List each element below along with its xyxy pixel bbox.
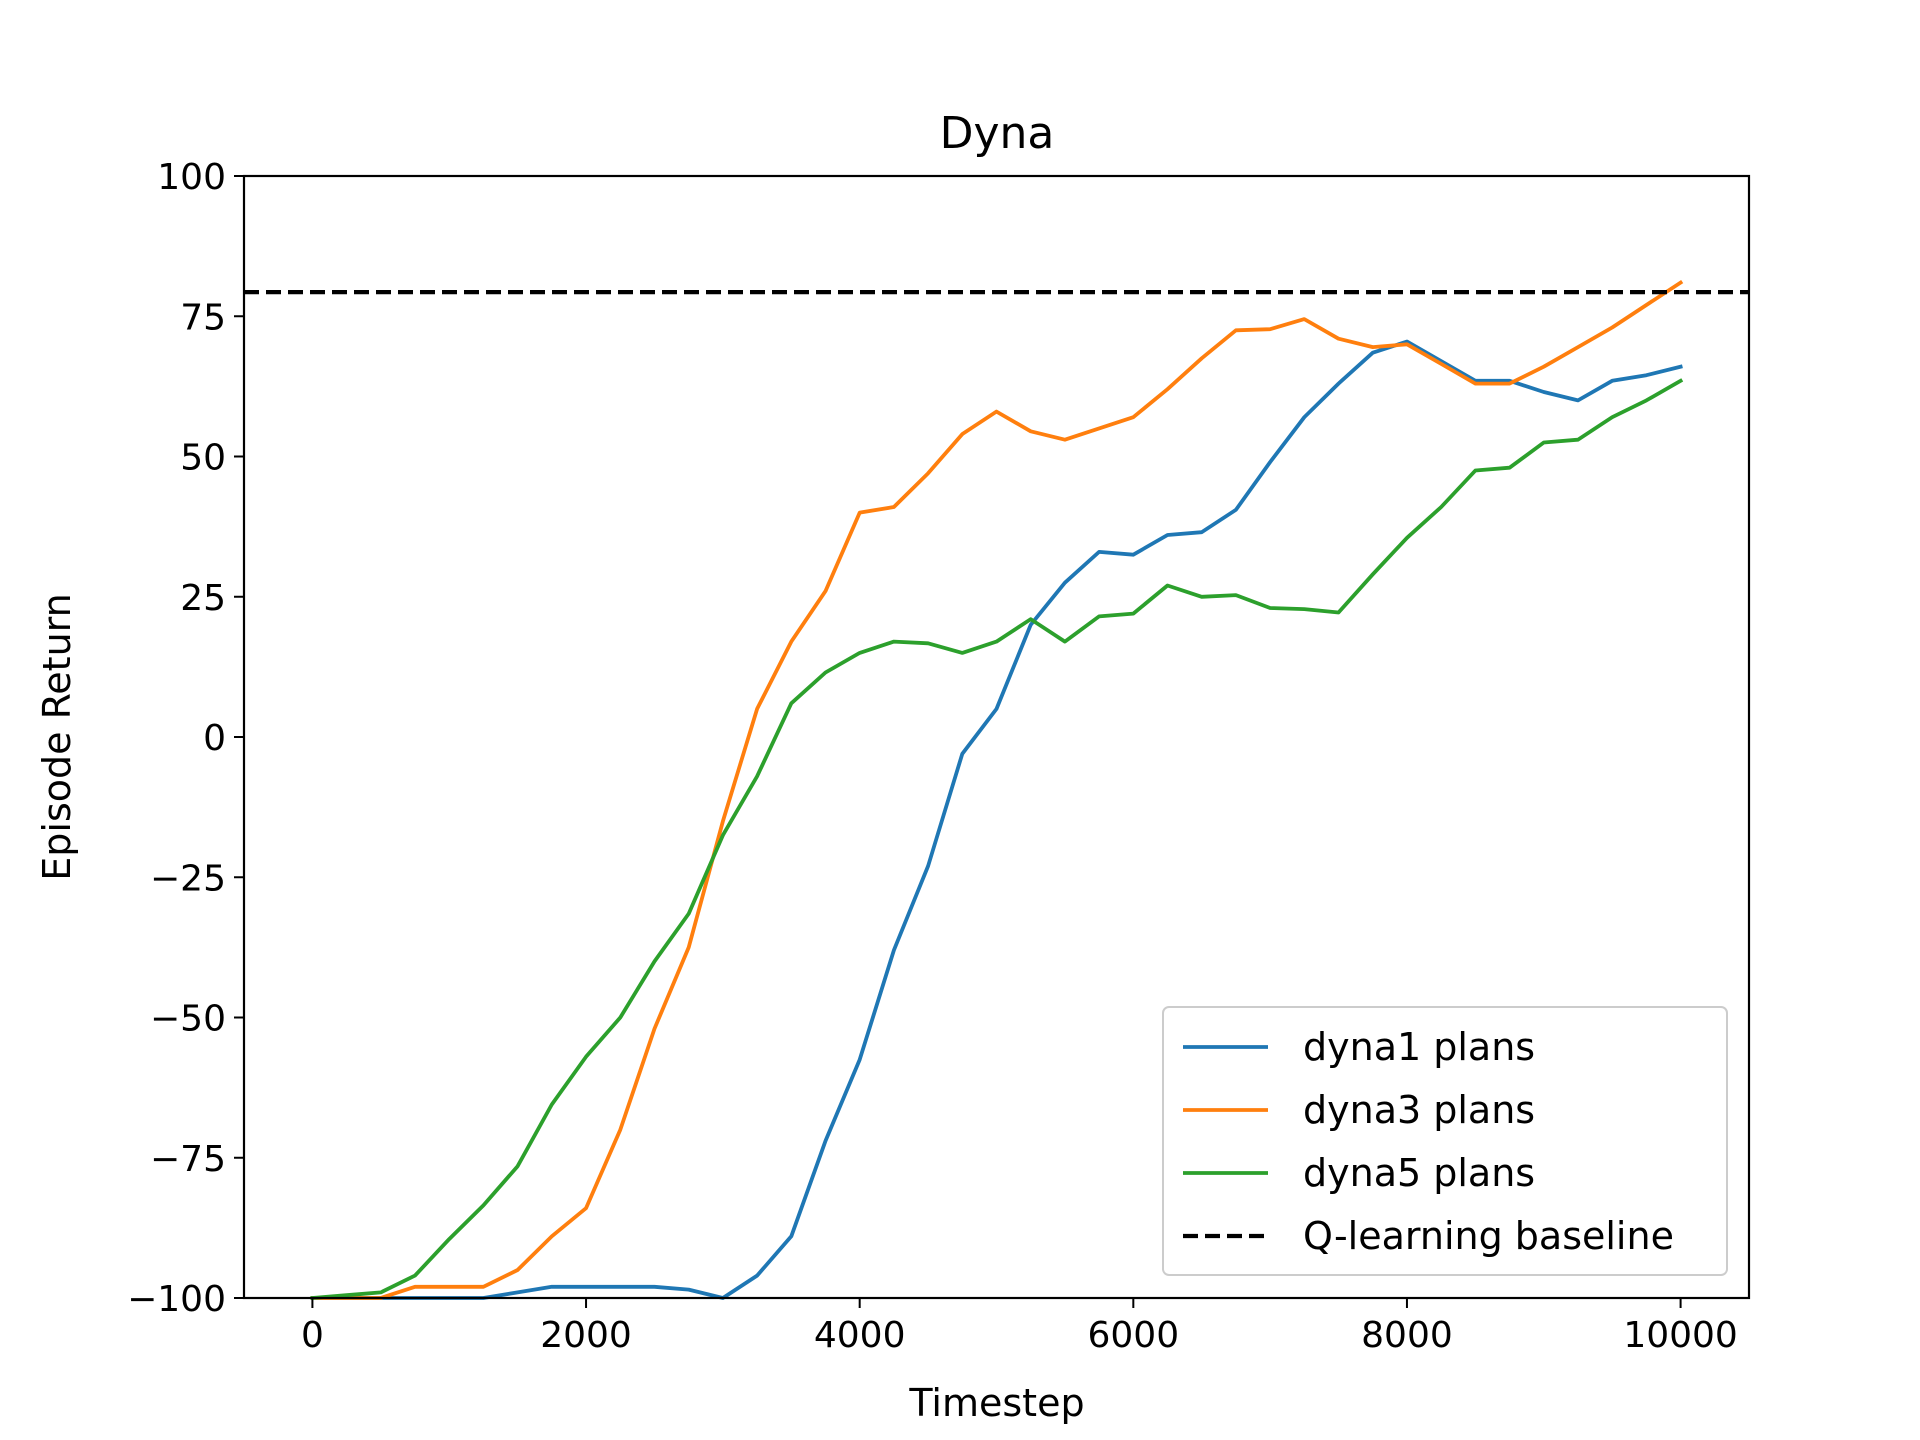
y-tick-label: −75 bbox=[150, 1139, 226, 1180]
legend-label: dyna1 plans bbox=[1303, 1025, 1535, 1069]
y-tick-label: 0 bbox=[203, 718, 226, 759]
x-axis: 0 2000 4000 6000 8000 10000 bbox=[301, 1298, 1738, 1356]
x-tick-label: 0 bbox=[301, 1315, 324, 1356]
x-tick-label: 8000 bbox=[1361, 1315, 1453, 1356]
legend-label: Q-learning baseline bbox=[1303, 1214, 1674, 1258]
chart-title: Dyna bbox=[940, 108, 1055, 159]
x-tick-label: 2000 bbox=[540, 1315, 632, 1356]
y-tick-label: −50 bbox=[150, 999, 226, 1040]
y-tick-label: 25 bbox=[180, 578, 226, 619]
x-tick-label: 4000 bbox=[814, 1315, 906, 1356]
legend-label: dyna5 plans bbox=[1303, 1151, 1535, 1195]
y-tick-label: 75 bbox=[180, 297, 226, 338]
x-axis-label: Timestep bbox=[908, 1381, 1084, 1425]
x-tick-label: 6000 bbox=[1088, 1315, 1180, 1356]
y-tick-label: −100 bbox=[127, 1279, 226, 1320]
series-line-dyna5-plans bbox=[310, 378, 1684, 1301]
y-tick-label: 50 bbox=[180, 438, 226, 479]
y-axis-label: Episode Return bbox=[35, 593, 79, 880]
legend: dyna1 plans dyna3 plans dyna5 plans Q-learn… bbox=[1162, 1006, 1728, 1276]
series-line-dyna3-plans bbox=[310, 279, 1684, 1300]
x-tick-label: 10000 bbox=[1623, 1315, 1738, 1356]
series-layer bbox=[244, 279, 1749, 1301]
y-tick-label: −25 bbox=[150, 858, 226, 899]
y-tick-label: 100 bbox=[157, 157, 226, 198]
legend-label: dyna3 plans bbox=[1303, 1088, 1535, 1132]
series-line-dyna1-plans bbox=[310, 339, 1683, 1300]
legend-box bbox=[1162, 1006, 1728, 1276]
y-axis: −100 −75 −50 −25 0 25 50 75 100 bbox=[127, 157, 244, 1320]
